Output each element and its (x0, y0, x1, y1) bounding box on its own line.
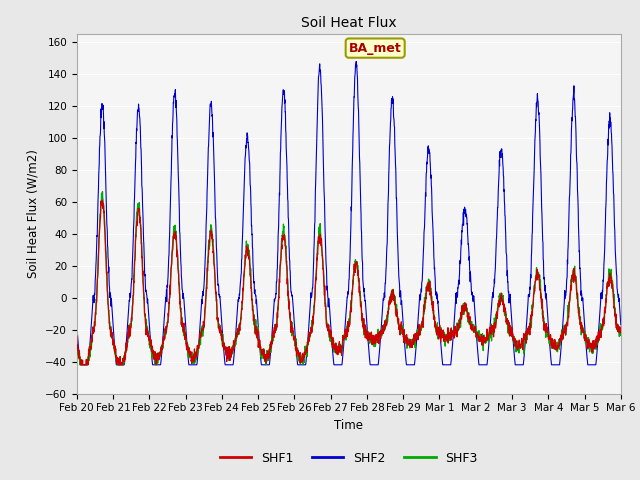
Title: Soil Heat Flux: Soil Heat Flux (301, 16, 397, 30)
Legend: SHF1, SHF2, SHF3: SHF1, SHF2, SHF3 (214, 447, 483, 469)
Y-axis label: Soil Heat Flux (W/m2): Soil Heat Flux (W/m2) (27, 149, 40, 278)
Text: BA_met: BA_met (349, 42, 401, 55)
X-axis label: Time: Time (334, 419, 364, 432)
